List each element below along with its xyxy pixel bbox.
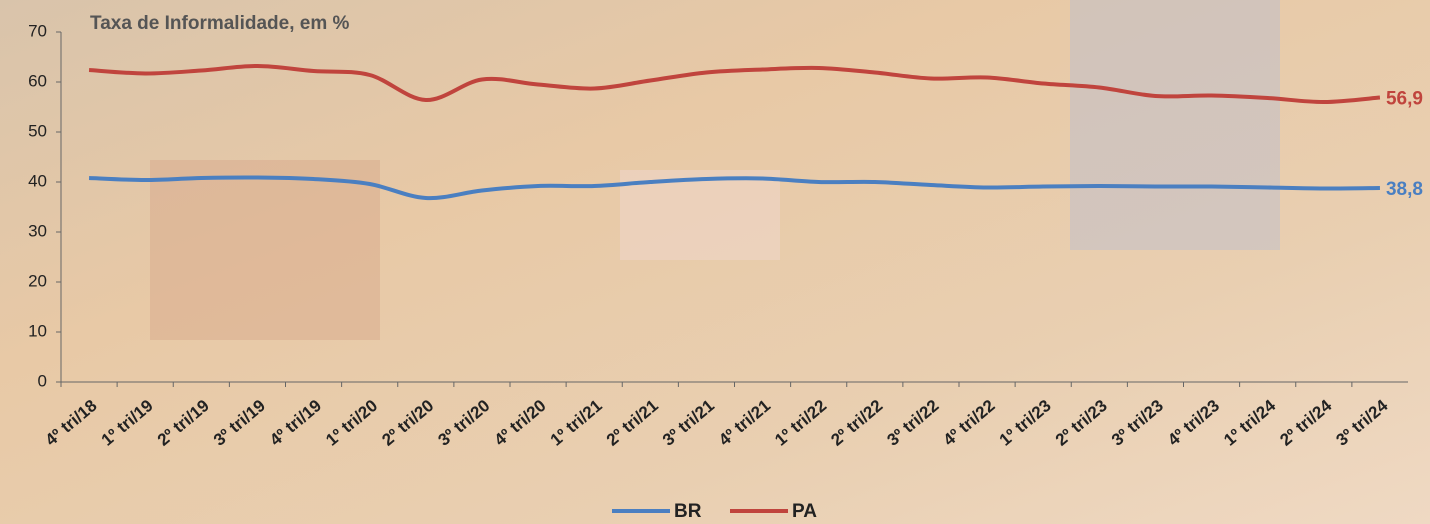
background-shape	[620, 170, 780, 260]
background-shape	[150, 160, 380, 340]
y-tick-label: 50	[28, 121, 47, 140]
y-tick-label: 40	[28, 171, 47, 190]
legend-label: BR	[674, 501, 702, 522]
y-tick-label: 10	[28, 321, 47, 340]
line	[88, 63, 1381, 105]
data-label: 38,8	[1386, 179, 1423, 200]
legend-label: PA	[792, 501, 817, 522]
y-tick-label: 70	[28, 21, 47, 40]
y-tick-label: 60	[28, 71, 47, 90]
chart-title: Taxa de Informalidade, em %	[90, 13, 350, 34]
data-label: 56,9	[1386, 89, 1423, 110]
y-tick-label: 20	[28, 271, 47, 290]
line	[88, 175, 1380, 201]
y-tick-label: 30	[28, 221, 47, 240]
background-shape	[1070, 0, 1280, 250]
y-tick-label: 0	[38, 371, 47, 390]
